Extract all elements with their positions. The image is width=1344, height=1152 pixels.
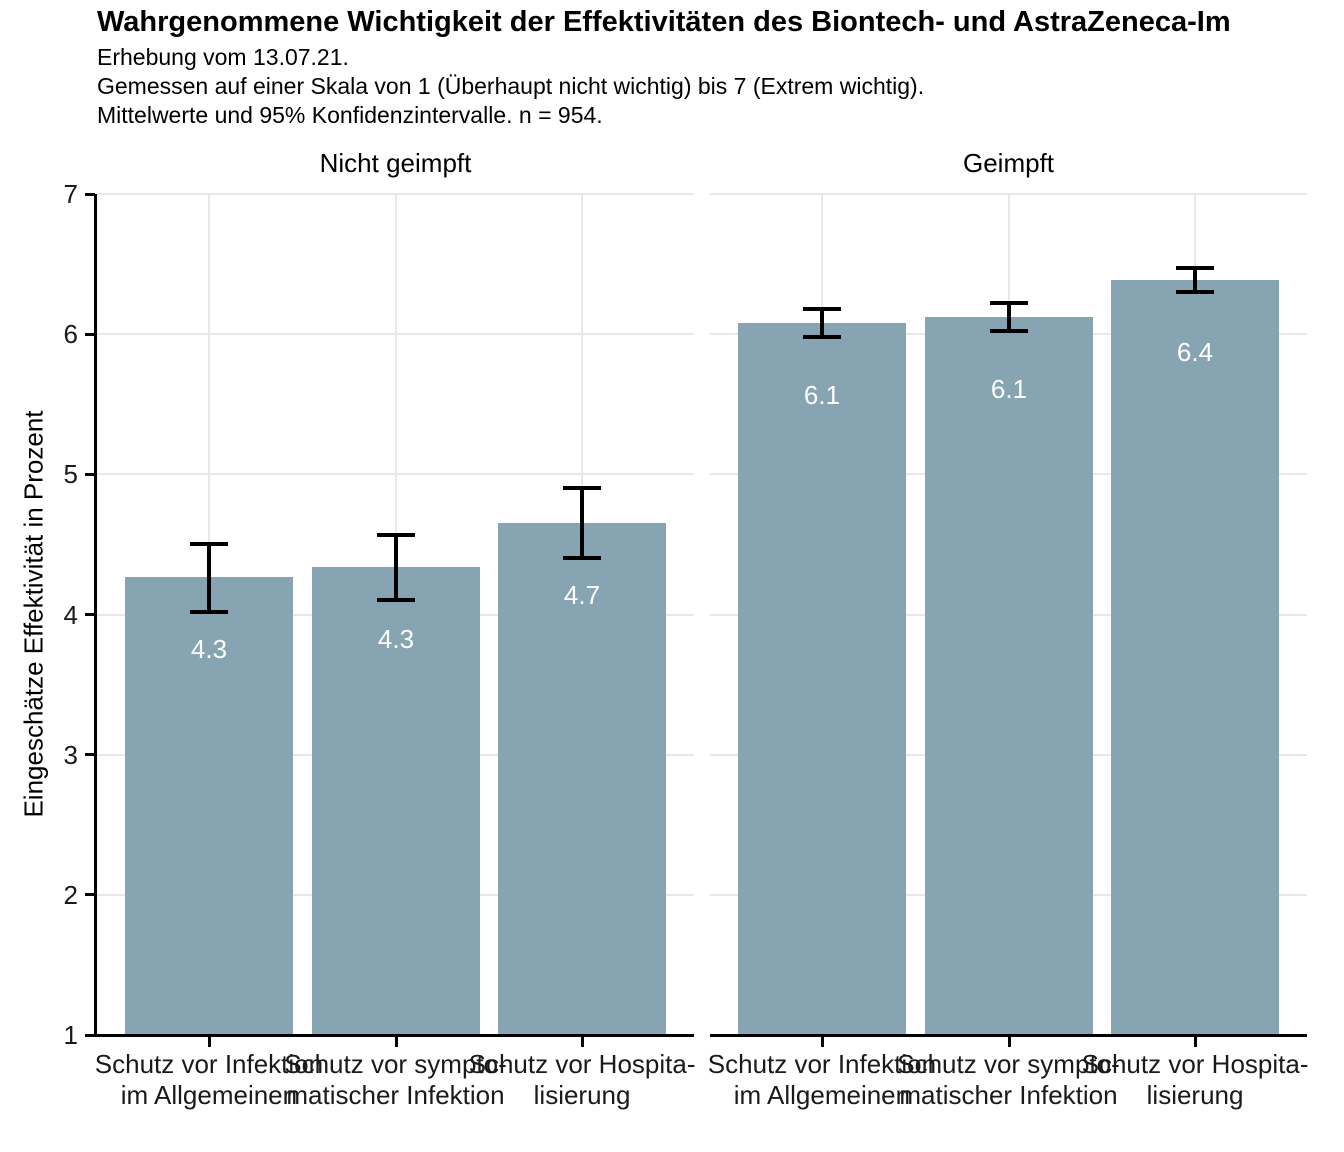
y-tick [85, 893, 95, 897]
bar [125, 576, 293, 1035]
error-bar-line [206, 544, 211, 612]
facet-label-geimpft: Geimpft [962, 148, 1055, 178]
error-bar-cap [989, 301, 1028, 306]
bar-value-label: 4.3 [377, 623, 415, 654]
error-bar-cap [563, 556, 602, 561]
x-tick [1194, 1037, 1198, 1047]
facet-panel: 4.3 4.3 4.7 [97, 193, 694, 1035]
error-bar-cap [802, 334, 841, 339]
x-tick [207, 1037, 211, 1047]
bar [738, 322, 906, 1035]
y-axis-line [94, 194, 97, 1035]
x-tick-label-line: Schutz vor Infektion [707, 1049, 937, 1079]
error-bar-line [580, 488, 585, 559]
error-bar-cap [989, 329, 1028, 334]
bar [498, 523, 666, 1035]
error-bar-line [819, 308, 824, 337]
error-bar-cap [189, 542, 228, 547]
bar-value-label: 4.3 [190, 633, 228, 664]
bar-value-label: 6.1 [990, 374, 1028, 405]
x-tick-label-line: matischer Infektion [286, 1080, 505, 1110]
chart-subtitle-line-3: Mittelwerte und 95% Konfidenzintervalle.… [97, 102, 603, 128]
error-bar-line [393, 534, 398, 601]
x-tick-label-line: Schutz vor Hospita- [1081, 1049, 1309, 1079]
x-tick-label-line: im Allgemeinen [733, 1080, 911, 1110]
error-bar-line [1193, 268, 1198, 293]
x-tick-label-line: Schutz vor Hospita- [468, 1049, 696, 1079]
y-tick-label: 3 [63, 739, 78, 770]
y-tick [85, 753, 95, 757]
x-tick [1007, 1037, 1011, 1047]
error-bar-cap [189, 609, 228, 614]
y-tick [85, 472, 95, 476]
x-tick-label: Schutz vor Hospita-lisierung [1082, 1049, 1309, 1111]
x-tick-label-line: Schutz vor Infektion [94, 1049, 324, 1079]
y-tick [85, 192, 95, 196]
x-tick-label-line: im Allgemeinen [120, 1080, 298, 1110]
error-bar-cap [1176, 290, 1215, 295]
x-axis-line [710, 1034, 1307, 1037]
x-tick [581, 1037, 585, 1047]
y-tick-label: 6 [63, 319, 78, 350]
facet-label-nicht-geimpft: Nicht geimpft [319, 148, 472, 178]
x-tick-label-line: lisierung [1146, 1080, 1244, 1110]
x-tick-label: Schutz vor Infektion im Allgemeinen [708, 1049, 936, 1111]
x-tick [820, 1037, 824, 1047]
x-axis-line [94, 1034, 694, 1037]
bar [312, 566, 480, 1035]
x-tick-label-line: Schutz vor sympto- [284, 1049, 507, 1079]
bar [925, 317, 1093, 1035]
x-tick-label-line: matischer Infektion [899, 1080, 1118, 1110]
y-tick-label: 4 [63, 599, 78, 630]
x-tick [394, 1037, 398, 1047]
error-bar-line [1006, 303, 1011, 332]
bar-value-label: 4.7 [563, 580, 601, 611]
y-tick-label: 1 [63, 1020, 78, 1050]
x-tick-label-line: lisierung [533, 1080, 631, 1110]
y-tick [85, 332, 95, 336]
x-tick-label: Schutz vor sympto-matischer Infektion [897, 1049, 1120, 1111]
y-tick-label: 7 [63, 179, 78, 209]
x-tick-label: Schutz vor Infektion im Allgemeinen [95, 1049, 323, 1111]
bar-value-label: 6.4 [1176, 336, 1214, 367]
y-tick-label: 5 [63, 459, 78, 490]
x-tick-label-line: Schutz vor sympto- [897, 1049, 1120, 1079]
error-bar-cap [376, 532, 415, 537]
y-tick-label: 2 [63, 879, 78, 910]
facet-panel: 6.1 6.1 6.4 [710, 193, 1307, 1035]
x-tick-label: Schutz vor Hospita-lisierung [469, 1049, 696, 1111]
chart-subtitle-line-1: Erhebung vom 13.07.21. [97, 44, 349, 70]
error-bar-cap [563, 486, 602, 491]
chart-title: Wahrgenommene Wichtigkeit der Effektivit… [97, 6, 1231, 38]
error-bar-cap [802, 306, 841, 311]
error-bar-cap [376, 598, 415, 603]
bar-value-label: 6.1 [803, 379, 841, 410]
chart-subtitle-line-2: Gemessen auf einer Skala von 1 (Überhaup… [97, 73, 925, 99]
bar [1111, 279, 1279, 1035]
error-bar-cap [1176, 266, 1215, 271]
x-tick-label: Schutz vor sympto-matischer Infektion [284, 1049, 507, 1111]
y-tick [85, 1033, 95, 1037]
y-tick [85, 613, 95, 616]
